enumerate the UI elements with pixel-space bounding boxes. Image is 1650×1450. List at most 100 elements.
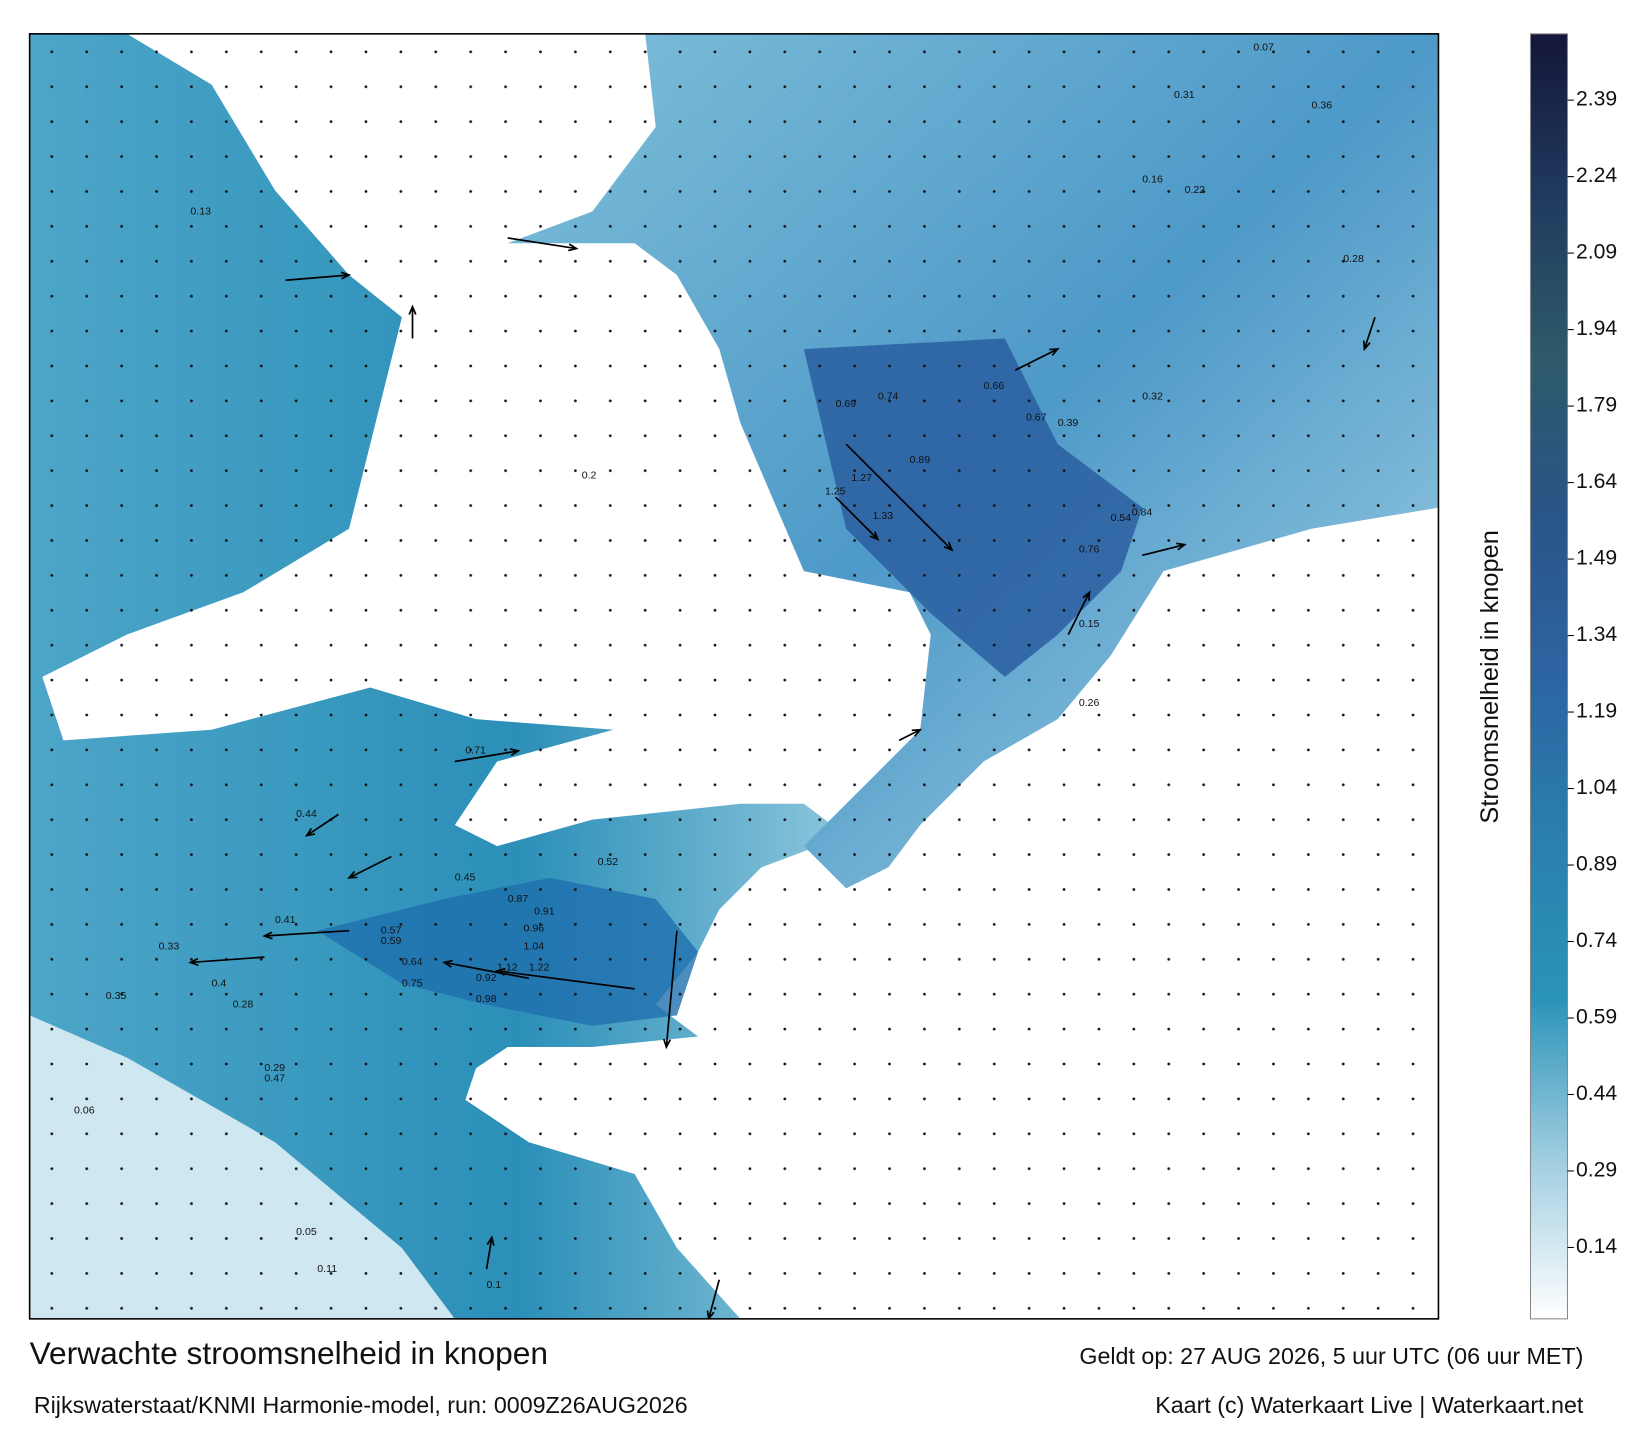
speed-label: 1.12 — [497, 962, 518, 974]
speed-label: 1.25 — [825, 486, 846, 498]
arrow-head — [494, 967, 506, 976]
arrow-head — [304, 827, 316, 837]
arrow-shaft — [1363, 317, 1376, 350]
speed-label: 0.45 — [455, 872, 476, 884]
arrow-shaft — [665, 930, 678, 1048]
colorbar-tick-label: 0.14 — [1576, 1235, 1617, 1258]
arrow-head — [568, 243, 579, 252]
speed-label: 0.31 — [1174, 89, 1195, 101]
arrow-shaft — [1015, 348, 1059, 371]
speed-label: 1.04 — [524, 940, 545, 952]
map-frame — [28, 33, 1440, 1320]
arrow-head — [408, 304, 417, 315]
colorbar-tick-label: 0.89 — [1576, 853, 1617, 876]
speed-label: 0.98 — [476, 993, 497, 1005]
arrow-shaft — [444, 961, 530, 980]
speed-label: 0.74 — [878, 390, 899, 402]
speed-label: 0.33 — [159, 940, 180, 952]
colorbar-tick-label: 2.24 — [1576, 164, 1617, 187]
arrow-shaft — [834, 496, 879, 540]
colorbar-tick-label: 1.04 — [1576, 776, 1617, 799]
arrow-shaft — [845, 443, 953, 551]
map-labels: 1.12 1.22 0.92 0.98 0.87 0.91 0.96 1.04 0.75 0.64… — [74, 41, 1364, 1290]
map: 1.12 1.22 0.92 0.98 0.87 0.91 0.96 1.04 0.75 0.64… — [29, 33, 1439, 1319]
arrow-head — [486, 1235, 495, 1246]
speed-label: 0.71 — [465, 745, 486, 757]
speed-label: 0.1 — [487, 1279, 502, 1291]
arrow-head — [1082, 590, 1091, 601]
speed-label: 0.47 — [264, 1073, 285, 1085]
speed-label: 0.57 — [381, 925, 402, 937]
colorbar-tick-label: 1.94 — [1576, 317, 1617, 340]
speed-label: 0.22 — [1185, 184, 1206, 196]
speed-label: 0.59 — [381, 935, 402, 947]
subtitle: Rijkswaterstaat/KNMI Harmonie-model, run… — [34, 1392, 688, 1418]
speed-label: 0.64 — [402, 956, 423, 968]
speed-label: 0.32 — [1142, 390, 1163, 402]
vector-grid — [29, 33, 1439, 1319]
speed-label: 0.16 — [1142, 174, 1163, 186]
arrow-shaft — [1142, 543, 1185, 557]
colorbar-tick-label: 0.59 — [1576, 1006, 1617, 1029]
title: Verwachte stroomsnelheid in knopen — [30, 1335, 548, 1371]
speed-label: 1.22 — [529, 962, 550, 974]
colorbar-tick-label: 1.64 — [1576, 470, 1617, 493]
speed-label: 0.52 — [598, 856, 619, 868]
arrow-head — [706, 1310, 715, 1319]
arrow-shaft — [285, 274, 350, 282]
speed-label: 0.89 — [910, 454, 931, 466]
arrow-head — [340, 271, 352, 280]
arrow-shaft — [348, 855, 392, 879]
speed-label: 0.92 — [476, 972, 497, 984]
speed-label: 0.28 — [233, 999, 254, 1011]
arrow-head — [869, 531, 880, 541]
arrow-head — [1176, 542, 1187, 551]
arrow-shaft — [507, 237, 577, 250]
speed-label: 0.39 — [1058, 417, 1079, 429]
speed-label: 0.28 — [1343, 253, 1364, 265]
colorbar-tick-label: 1.49 — [1576, 547, 1617, 570]
arrow-shaft — [1067, 591, 1091, 635]
arrow-head — [347, 870, 358, 879]
arrow-head — [1049, 348, 1060, 356]
arrow-head — [943, 541, 954, 552]
speed-label: 0.41 — [275, 914, 296, 926]
arrow-shaft — [454, 750, 519, 763]
colorbar-tick-label: 2.09 — [1576, 241, 1617, 264]
arrow-shaft — [898, 729, 921, 742]
speed-label: 0.2 — [582, 470, 597, 482]
arrow-head — [262, 931, 273, 940]
valid-time: Geldt op: 27 AUG 2026, 5 uur UTC (06 uur… — [1079, 1343, 1583, 1369]
speed-label: 0.44 — [296, 808, 317, 820]
speed-label: 0.07 — [1253, 41, 1274, 53]
arrow-shaft — [306, 813, 339, 837]
arrow-head — [188, 957, 199, 966]
current-arrows — [188, 237, 1376, 1319]
speed-label: 0.06 — [74, 1104, 95, 1116]
speed-label: 1.27 — [851, 472, 872, 484]
speed-label: 0.35 — [106, 990, 127, 1002]
speed-label: 0.87 — [508, 893, 529, 905]
arrow-shaft — [264, 929, 350, 937]
speed-label: 0.66 — [984, 380, 1005, 392]
colorbar-tick-label: 2.39 — [1576, 88, 1617, 111]
speed-label: 0.4 — [212, 977, 227, 989]
speed-label: 0.69 — [836, 398, 857, 410]
arrow-head — [509, 748, 521, 757]
arrow-shaft — [707, 1279, 721, 1319]
colorbar-tick-label: 1.19 — [1576, 700, 1617, 723]
arrow-shaft — [190, 956, 265, 964]
speed-label: 0.91 — [534, 905, 555, 917]
colorbar-ticks: 0.14 0.29 0.44 0.59 0.74 0.89 1.04 1.19 1.34 1.49… — [1567, 88, 1617, 1258]
colorbar-tick-label: 0.44 — [1576, 1082, 1617, 1105]
colorbar-tick-label: 0.29 — [1576, 1159, 1617, 1182]
speed-label: 0.76 — [1079, 544, 1100, 556]
speed-label: 0.36 — [1312, 100, 1333, 112]
speed-label: 0.75 — [402, 977, 423, 989]
arrow-head — [662, 1038, 672, 1050]
speed-label: 0.26 — [1079, 697, 1100, 709]
speed-label: 0.54 — [1111, 512, 1132, 524]
credit: Kaart (c) Waterkaart Live | Waterkaart.n… — [1155, 1392, 1584, 1418]
speed-label: 0.15 — [1079, 618, 1100, 630]
